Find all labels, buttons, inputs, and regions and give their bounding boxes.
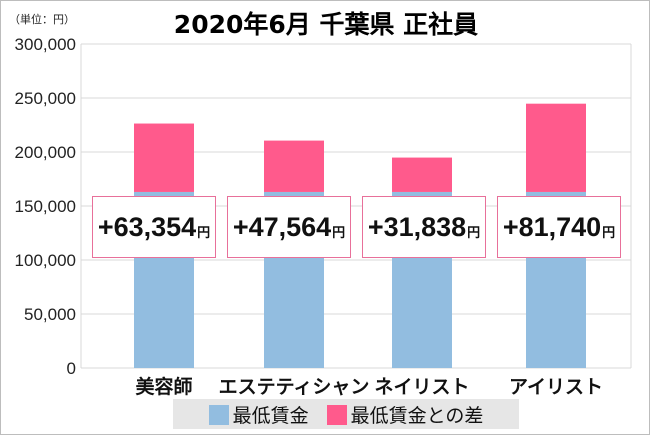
x-category-label: ネイリスト [374,376,469,398]
y-tick-label: 0 [67,359,76,378]
legend-item-min-wage: 最低賃金 [208,401,309,428]
legend-label: 最低賃金 [232,404,309,427]
data-label-box: +31,838 円 [362,196,486,258]
y-tick-label: 150,000 [15,197,76,216]
bar-difference [134,123,194,192]
y-tick-label: 200,000 [15,143,76,162]
legend: 最低賃金 最低賃金との差 [173,399,519,429]
x-category-label: 美容師 [135,375,192,398]
data-label-value: +31,838 [367,211,467,242]
x-category-label: エステティシャン [219,376,370,398]
bar-difference [526,103,586,192]
legend-label: 最低賃金との差 [350,404,484,427]
y-tick-label: 250,000 [15,89,76,108]
legend-item-diff: 最低賃金との差 [326,401,484,428]
data-label-box: +63,354 円 [92,196,216,258]
unit-label: （単位：円） [9,13,75,26]
legend-swatch [326,404,347,425]
bar-difference [392,157,452,192]
legend-swatch [208,404,229,425]
data-label-box: +47,564 円 [227,196,351,258]
data-label-unit: 円 [332,224,346,240]
data-label-value: +63,354 [97,211,197,242]
data-label-unit: 円 [602,224,616,240]
data-label-value: +81,740 [502,211,602,242]
y-tick-label: 50,000 [24,305,76,324]
data-label-unit: 円 [197,224,211,240]
data-label-value: +47,564 [232,211,332,242]
y-tick-label: 100,000 [15,251,76,270]
data-label-unit: 円 [467,224,481,240]
x-category-label: アイリスト [509,376,603,398]
chart-title: 2020年6月 千葉県 正社員 [173,10,479,39]
data-label-box: +81,740 円 [497,196,621,258]
y-tick-label: 300,000 [15,35,76,54]
bar-difference [264,140,324,192]
